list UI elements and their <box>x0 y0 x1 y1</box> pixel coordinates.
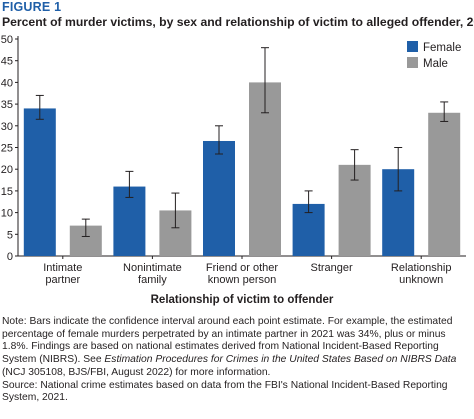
x-tick-label-line: Nonintimate <box>123 262 182 274</box>
bar-chart: 0 5 10 15 20 25 30 35 40 45 50 Intimate partner Nonin… <box>1 34 466 306</box>
chart-title: Percent of murder victims, by sex and re… <box>2 15 474 29</box>
y-tick-label: 20 <box>1 164 13 176</box>
chart-note: Note: Bars indicate the confidence inter… <box>2 316 472 405</box>
bar-male <box>428 112 461 256</box>
x-tick-label: Relationship unknown <box>391 262 452 286</box>
x-tick-label-line: Friend or other <box>206 262 278 274</box>
y-tick-label: 30 <box>1 121 13 133</box>
x-tick-label-line: known person <box>208 274 277 286</box>
x-tick-label-line: partner <box>45 274 80 286</box>
legend-swatch-female <box>407 41 418 52</box>
note-text: Note: Bars indicate the confidence inter… <box>2 316 472 380</box>
bar-female <box>113 186 146 256</box>
legend-swatch-male <box>407 57 418 68</box>
y-tick-label: 25 <box>1 143 13 155</box>
x-tick-label-line: unknown <box>399 274 443 286</box>
note-publication-title: Estimation Procedures for Crimes in the … <box>104 354 457 366</box>
bar-female <box>23 108 56 256</box>
x-tick-label: Stranger <box>310 262 353 274</box>
y-tick-label: 35 <box>1 99 13 111</box>
y-tick-label: 40 <box>1 77 13 89</box>
note-part-2: (NCJ 305108, BJS/FBI, August 2022) for m… <box>2 366 271 378</box>
legend-label-female: Female <box>423 42 461 54</box>
bar-female <box>203 140 235 256</box>
y-tick-label: 5 <box>7 229 13 241</box>
note-part-1: Note: Bars indicate the confidence inter… <box>2 316 453 366</box>
x-tick-label: Intimate partner <box>43 262 82 286</box>
y-tick-label: 50 <box>1 34 13 46</box>
legend-label-male: Male <box>423 58 448 70</box>
x-tick-label-line: Relationship <box>391 262 452 274</box>
source-text: Source: National crime estimates based o… <box>2 379 448 404</box>
x-tick-label-line: Stranger <box>310 262 353 274</box>
y-tick-label: 0 <box>7 251 13 263</box>
figure-label: FIGURE 1 <box>2 0 62 14</box>
x-tick-label-line: family <box>138 274 167 286</box>
y-tick-label: 45 <box>1 56 13 68</box>
y-tick-label: 10 <box>1 208 13 220</box>
x-tick-label: Friend or other known person <box>206 262 278 286</box>
y-tick-label: 15 <box>1 186 13 198</box>
x-axis-title: Relationship of victim to offender <box>151 294 334 306</box>
x-tick-label: Nonintimate family <box>123 262 182 286</box>
x-tick-label-line: Intimate <box>43 262 82 274</box>
